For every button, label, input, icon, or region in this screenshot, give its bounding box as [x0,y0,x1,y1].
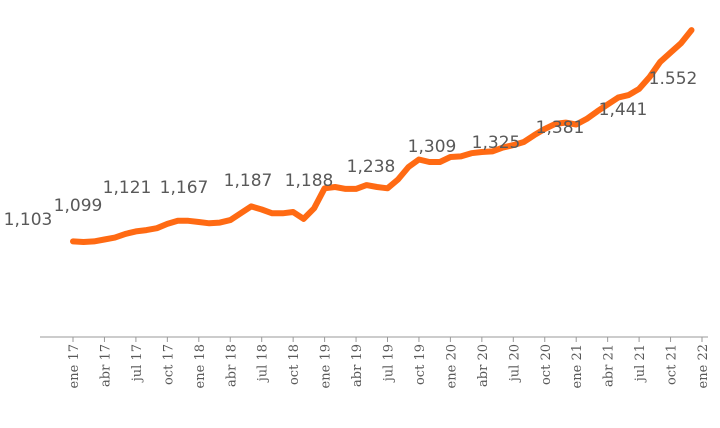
data-label: 1,381 [536,118,585,138]
x-tick-label: ene 19 [319,344,334,388]
series-line [70,27,695,245]
x-tick-label: ene 20 [444,344,459,388]
x-tick-label: oct 18 [287,344,302,385]
x-tick-label: abr 19 [350,344,365,387]
x-tick-label: jul 18 [256,344,271,383]
data-label: 1,187 [224,171,273,191]
x-tick-label: jul 20 [507,344,522,383]
data-label: 1,441 [599,100,648,120]
x-tick-label: jul 17 [130,344,145,383]
x-tick-label: abr 17 [98,344,113,387]
x-tick-label: abr 18 [224,344,239,387]
data-label: 1,238 [347,157,396,177]
x-tick-label: abr 21 [602,344,617,387]
x-tick-label: oct 21 [665,344,680,385]
x-tick-label: ene 22 [696,344,711,388]
x-tick-label: oct 20 [539,344,554,385]
data-label: 1.552 [649,69,698,89]
x-tick-label: ene 18 [193,344,208,388]
data-label: 1,103 [4,210,53,230]
x-tick-label: jul 21 [633,344,648,383]
data-label: 1,099 [54,196,103,216]
x-tick-label: oct 17 [161,344,176,385]
x-tick-label: abr 20 [476,344,491,387]
data-label: 1,188 [285,171,334,191]
x-tick-label: ene 17 [67,344,82,388]
data-label: 1,325 [472,133,521,153]
data-label: 1,309 [408,137,457,157]
x-tick-label: ene 21 [570,344,585,388]
data-label: 1,121 [103,178,152,198]
x-tick-label: oct 19 [413,344,428,385]
data-label: 1,167 [160,178,209,198]
x-tick-label: jul 19 [382,344,397,383]
x-axis-ticks: ene 17 abr 17 jul 17 oct 17 ene 18 abr 18 jul … [67,337,711,388]
